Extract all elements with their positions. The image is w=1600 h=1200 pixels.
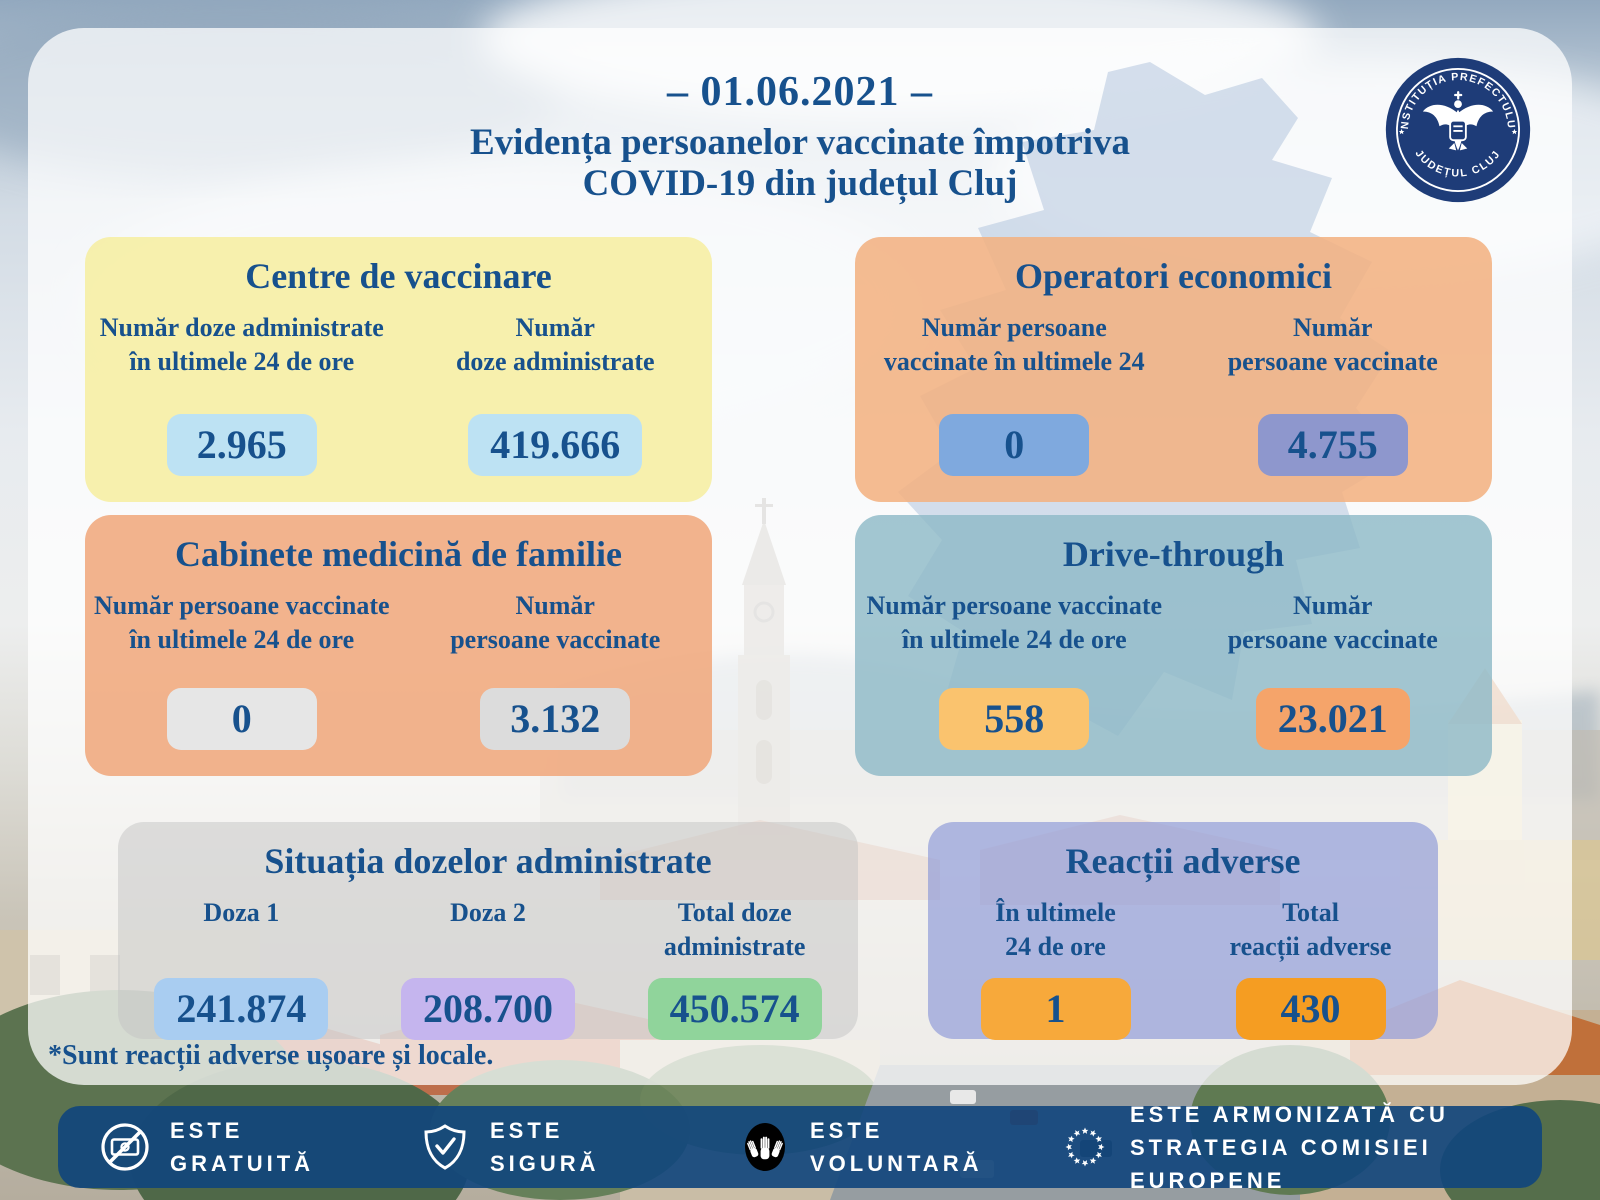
page-title: Evidența persoanelor vaccinate împotriva… bbox=[0, 122, 1600, 205]
card-title: Drive-through bbox=[1062, 534, 1285, 574]
footer-item-voluntara: ESTE VOLUNTARĂ bbox=[738, 1114, 1058, 1180]
card-title: Reacții adverse bbox=[1065, 841, 1301, 881]
shield-check-icon bbox=[424, 1124, 466, 1170]
footer-item-label: ESTE ARMONIZATĂ CU STRATEGIA COMISIEI EU… bbox=[1130, 1101, 1449, 1193]
metric: Total doze administrate 450.574 bbox=[611, 882, 858, 1056]
metric-value: 2.965 bbox=[166, 414, 317, 476]
footer-item-label: ESTE SIGURĂ bbox=[490, 1118, 600, 1176]
metric-value: 558 bbox=[939, 688, 1090, 750]
card-situatia-dozelor: Situația dozelor administrate Doza 1 241… bbox=[118, 822, 858, 1040]
metric-value: 208.700 bbox=[401, 977, 575, 1040]
eagle-emblem bbox=[1422, 91, 1494, 151]
metric: Număr doze administrate în ultimele 24 d… bbox=[85, 297, 399, 502]
metric: Număr persoane vaccinate în ultimele 24 … bbox=[855, 575, 1174, 776]
metric-label: Număr persoane vaccinate bbox=[450, 591, 661, 654]
no-money-icon bbox=[101, 1123, 149, 1171]
footer-item-label: ESTE VOLUNTARĂ bbox=[810, 1118, 983, 1176]
metric: Număr persoane vaccinate 3.132 bbox=[399, 575, 713, 776]
metric-value: 0 bbox=[166, 688, 317, 750]
card-centre-de-vaccinare: Centre de vaccinare Număr doze administr… bbox=[85, 237, 712, 502]
metric-value: 241.874 bbox=[154, 977, 329, 1040]
page-title-line1: Evidența persoanelor vaccinate împotriva bbox=[469, 122, 1131, 163]
metric-label: Doza 2 bbox=[450, 898, 526, 927]
metric-label: Număr persoane vaccinate bbox=[1227, 591, 1438, 654]
eu-stars-icon bbox=[1065, 1127, 1105, 1167]
metric: Doza 1 241.874 bbox=[118, 882, 365, 1056]
metric-label: Număr persoane vaccinate în ultimele 24 bbox=[883, 313, 1145, 376]
metric-label: Total doze administrate bbox=[663, 898, 806, 961]
metric-value: 419.666 bbox=[468, 414, 643, 476]
card-title: Situația dozelor administrate bbox=[264, 841, 712, 881]
card-title: Cabinete medicină de familie bbox=[175, 534, 622, 574]
footer-item-label: ESTE GRATUITĂ bbox=[170, 1118, 315, 1176]
metric: Număr doze administrate 419.666 bbox=[399, 297, 713, 502]
metric: Total reacții adverse 430 bbox=[1183, 882, 1438, 1056]
footer-item-sigura: ESTE SIGURĂ bbox=[418, 1114, 738, 1180]
card-title: Centre de vaccinare bbox=[245, 256, 552, 296]
metric: Număr persoane vaccinate 23.021 bbox=[1174, 575, 1493, 776]
footer-item-gratuita: ESTE GRATUITĂ bbox=[98, 1114, 418, 1180]
metric: Număr persoane vaccinate 4.755 bbox=[1174, 297, 1493, 502]
page-title-line2: COVID-19 din județul Cluj bbox=[582, 163, 1018, 205]
metric-label: Total reacții adverse bbox=[1229, 898, 1392, 961]
metric-label: Număr doze administrate bbox=[455, 313, 655, 376]
metric-value: 1 bbox=[980, 977, 1131, 1040]
report-date: – 01.06.2021 – bbox=[667, 69, 933, 115]
card-reactii-adverse: Reacții adverse În ultimele 24 de ore 1 … bbox=[928, 822, 1438, 1040]
metric: Doza 2 208.700 bbox=[365, 882, 612, 1056]
metric-value: 430 bbox=[1235, 977, 1386, 1040]
metric-label: Număr persoane vaccinate în ultimele 24 … bbox=[93, 591, 390, 654]
metric-value: 23.021 bbox=[1255, 688, 1410, 750]
metric-label: Număr persoane vaccinate bbox=[1227, 313, 1438, 376]
card-cabinete-medicina-de-familie: Cabinete medicină de familie Număr perso… bbox=[85, 515, 712, 776]
metric-label: Doza 1 bbox=[203, 898, 280, 927]
footnote: *Sunt reacții adverse ușoare și locale. bbox=[48, 1040, 494, 1071]
card-drive-through: Drive-through Număr persoane vaccinate î… bbox=[855, 515, 1492, 776]
metric-value: 450.574 bbox=[647, 977, 822, 1040]
metric-label: Număr doze administrate în ultimele 24 d… bbox=[99, 313, 384, 376]
card-title: Operatori economici bbox=[1015, 256, 1332, 296]
prefecture-seal-logo: INSTITUȚIA PREFECTULUI JUDEȚUL CLUJ bbox=[1384, 56, 1531, 203]
metric: Număr persoane vaccinate în ultimele 24 … bbox=[855, 297, 1174, 502]
metric-value: 0 bbox=[939, 414, 1090, 476]
footer-item-armonizata: ESTE ARMONIZATĂ CU STRATEGIA COMISIEI EU… bbox=[1058, 1098, 1522, 1197]
metric-label: În ultimele 24 de ore bbox=[995, 898, 1116, 961]
footer-bar: ESTE GRATUITĂ ESTE SIGURĂ bbox=[58, 1102, 1542, 1193]
metric-value: 3.132 bbox=[480, 688, 631, 750]
metric: În ultimele 24 de ore 1 bbox=[928, 882, 1183, 1056]
metric: Număr persoane vaccinate în ultimele 24 … bbox=[85, 575, 399, 776]
card-operatori-economici: Operatori economici Număr persoane vacci… bbox=[855, 237, 1492, 502]
raised-hands-icon bbox=[745, 1123, 785, 1171]
metric-label: Număr persoane vaccinate în ultimele 24 … bbox=[866, 591, 1163, 654]
metric-value: 4.755 bbox=[1257, 414, 1408, 476]
header: – 01.06.2021 – Evidența persoanelor vacc… bbox=[0, 68, 1600, 205]
